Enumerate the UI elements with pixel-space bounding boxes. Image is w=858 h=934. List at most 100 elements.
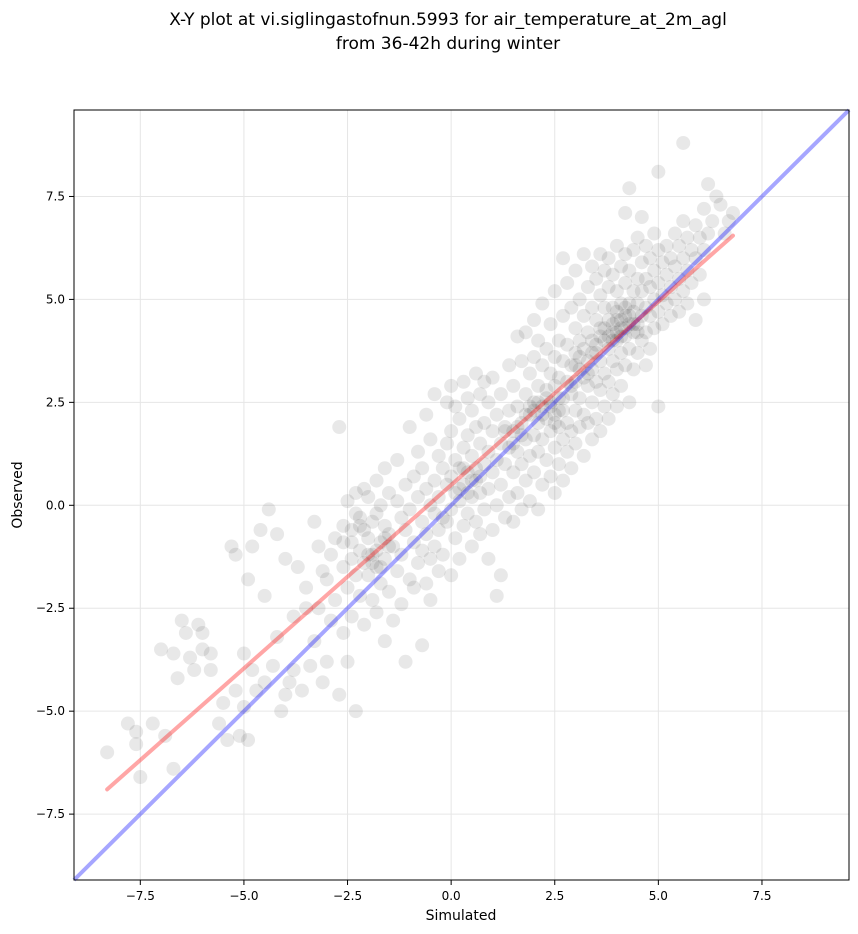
data-point — [390, 453, 405, 467]
data-point — [228, 547, 243, 562]
data-point — [551, 333, 566, 348]
data-point — [469, 514, 484, 529]
data-point — [531, 333, 546, 348]
data-point — [336, 625, 351, 640]
data-point — [580, 366, 595, 381]
data-point — [630, 317, 645, 332]
data-point — [564, 378, 579, 393]
x-tick-label: 0.0 — [442, 889, 461, 903]
data-point — [452, 481, 467, 496]
data-point — [580, 415, 595, 430]
y-tick-label: −7.5 — [36, 807, 65, 821]
data-point — [676, 284, 691, 299]
data-point — [369, 506, 384, 521]
data-point — [352, 588, 367, 603]
data-point — [357, 481, 372, 496]
data-point — [672, 304, 687, 319]
data-point — [498, 510, 513, 525]
data-point — [626, 243, 641, 257]
data-point — [469, 461, 484, 476]
data-point — [357, 617, 372, 632]
data-point — [361, 547, 376, 562]
fit-line — [105, 233, 735, 792]
data-point — [439, 477, 454, 492]
data-point — [369, 473, 384, 488]
data-point — [531, 395, 546, 410]
data-point — [502, 358, 517, 373]
data-point — [614, 378, 629, 393]
data-point — [369, 560, 384, 575]
data-point — [543, 366, 558, 381]
data-point — [568, 436, 583, 451]
data-point — [676, 214, 691, 229]
data-point — [551, 391, 566, 406]
data-point — [696, 292, 711, 307]
data-point — [212, 716, 227, 731]
data-point — [572, 420, 587, 435]
data-point — [709, 189, 724, 204]
data-point — [527, 403, 542, 418]
data-point — [680, 263, 695, 278]
data-point — [593, 383, 608, 397]
data-point — [477, 457, 492, 472]
data-point — [539, 453, 554, 467]
data-point — [381, 539, 396, 554]
data-point — [245, 663, 260, 677]
x-tick-label: −7.5 — [126, 889, 155, 903]
data-point — [311, 601, 326, 616]
data-point — [696, 201, 711, 216]
data-point — [406, 580, 421, 595]
data-point — [531, 415, 546, 430]
data-point — [129, 737, 144, 752]
data-point — [609, 333, 624, 348]
data-point — [655, 317, 670, 332]
data-point — [601, 280, 616, 295]
data-point — [568, 358, 583, 373]
data-point — [236, 646, 251, 661]
data-point — [473, 387, 488, 402]
data-point — [626, 304, 641, 319]
data-point — [589, 337, 604, 352]
data-point — [249, 683, 264, 698]
data-point — [547, 284, 562, 299]
data-point — [502, 440, 517, 455]
data-point — [556, 403, 571, 418]
data-point — [423, 593, 438, 607]
data-point — [531, 502, 546, 517]
data-point — [473, 436, 488, 451]
data-point — [427, 387, 442, 402]
data-point — [485, 465, 500, 480]
data-point — [444, 568, 459, 583]
data-point — [498, 457, 513, 472]
data-point — [535, 358, 550, 373]
data-point — [423, 432, 438, 447]
data-point — [547, 415, 562, 430]
data-point — [340, 494, 355, 509]
data-point — [133, 770, 148, 785]
data-point — [572, 333, 587, 348]
data-point — [377, 518, 392, 533]
data-point — [448, 531, 463, 546]
data-point — [493, 477, 508, 492]
data-point — [560, 444, 575, 459]
data-point — [618, 329, 633, 344]
x-tick-label: −2.5 — [333, 889, 362, 903]
data-point — [394, 510, 409, 525]
data-point — [614, 329, 629, 344]
data-point — [556, 473, 571, 488]
data-point — [605, 325, 620, 340]
data-point — [348, 704, 363, 719]
data-point — [390, 494, 405, 509]
data-point — [605, 354, 620, 369]
y-tick-label: 7.5 — [46, 189, 65, 203]
data-point — [365, 555, 380, 570]
data-point — [502, 403, 517, 418]
data-point — [361, 490, 376, 505]
data-point — [597, 333, 612, 348]
data-point — [448, 485, 463, 500]
data-point — [100, 745, 115, 760]
x-tick-label: 5.0 — [649, 889, 668, 903]
data-point — [369, 605, 384, 620]
data-point — [270, 527, 285, 542]
